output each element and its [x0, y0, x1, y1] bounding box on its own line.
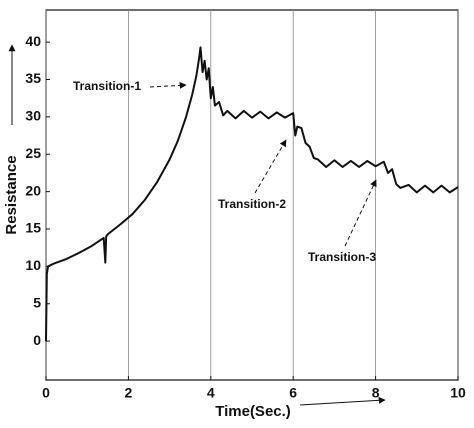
y-tick-label: 30 [25, 108, 41, 124]
y-axis-label: Resistance [3, 155, 20, 234]
annotation-arrow [254, 139, 287, 194]
annotation: Transition-3 [308, 250, 376, 264]
y-tick-label: 0 [33, 332, 41, 348]
y-tick-label: 40 [25, 33, 41, 49]
y-tick-label: 10 [25, 257, 41, 273]
x-axis-arrow [299, 396, 386, 406]
x-tick-label: 0 [42, 385, 50, 401]
y-tick-label: 20 [25, 182, 41, 198]
x-tick-label: 10 [450, 385, 466, 401]
annotation: Transition-1 [73, 79, 141, 93]
plot-frame [45, 9, 459, 381]
y-tick-label: 5 [33, 294, 41, 310]
annotation-arrow [149, 81, 187, 89]
x-tick-label: 4 [207, 385, 215, 401]
y-tick-label: 25 [25, 145, 41, 161]
x-axis-label: Time(Sec.) [215, 403, 291, 420]
x-tick-label: 8 [372, 385, 380, 401]
annotation: Transition-2 [218, 197, 286, 211]
x-tick-label: 6 [289, 385, 297, 401]
annotation-arrow [344, 179, 377, 247]
data-line [45, 46, 459, 342]
x-tick-label: 2 [125, 385, 133, 401]
y-tick-label: 15 [25, 220, 41, 236]
y-tick-label: 35 [25, 70, 41, 86]
